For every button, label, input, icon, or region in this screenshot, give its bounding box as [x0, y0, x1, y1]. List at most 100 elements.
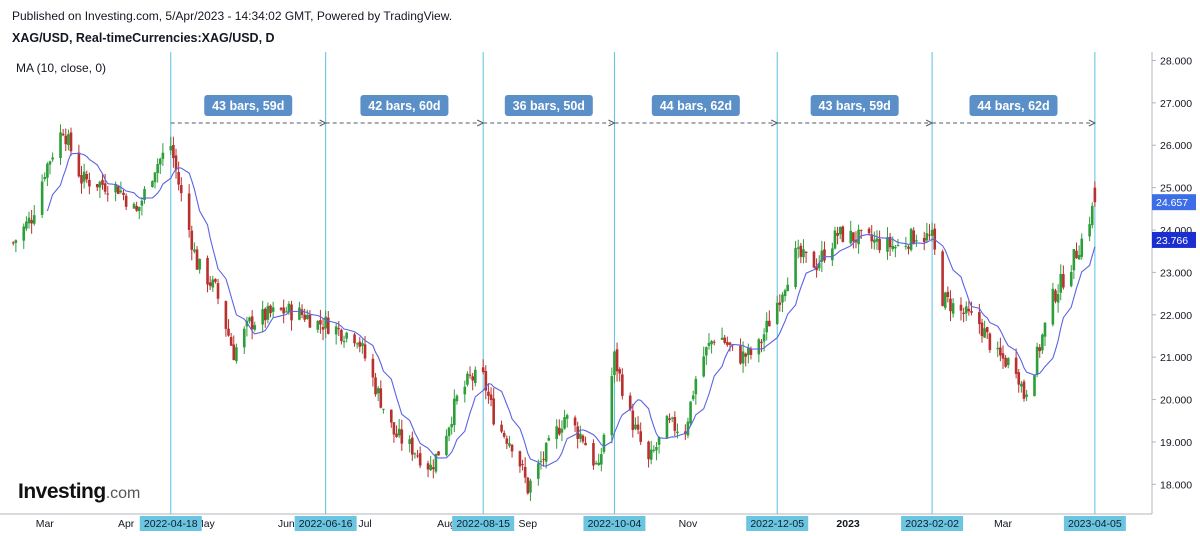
interval-badge: [204, 95, 293, 116]
candle-body: [781, 294, 784, 303]
candle-body: [610, 376, 614, 436]
candle-body: [1069, 272, 1073, 287]
interval-label: 43 bars, 59d: [212, 99, 284, 113]
candle-body: [647, 441, 650, 460]
candle-body: [959, 304, 963, 311]
candle-body: [214, 279, 217, 282]
candle-body: [151, 181, 154, 188]
candle-body: [676, 431, 679, 434]
candle-body: [573, 417, 577, 426]
candle-body: [802, 249, 805, 258]
candle-body: [1054, 290, 1057, 302]
time-tick-label: Nov: [679, 518, 698, 530]
candle-body: [392, 422, 396, 435]
candle-body: [909, 228, 913, 250]
candle-body: [395, 433, 398, 437]
candle-body: [502, 432, 506, 437]
candle-body: [749, 349, 753, 355]
price-tick-label: 18.000: [1160, 479, 1192, 491]
candle-body: [970, 311, 973, 313]
candle-body: [978, 312, 981, 325]
candle-body: [261, 309, 264, 325]
candle-body: [896, 245, 900, 247]
candle-body: [1035, 346, 1039, 375]
candle-body: [941, 251, 944, 306]
candle-body: [794, 248, 797, 288]
candle-body: [691, 395, 695, 400]
candle-body: [32, 215, 36, 224]
candle-body: [760, 341, 763, 344]
price-tick-label: 23.000: [1160, 267, 1192, 279]
interval-arrowhead: [1088, 119, 1096, 127]
candle-body: [689, 401, 692, 424]
time-tick-label: Mar: [994, 518, 1013, 530]
candle-body: [508, 443, 511, 446]
interval-label: 44 bars, 62d: [660, 99, 732, 113]
time-axis: Mar Apr May Jun Jul Aug Sep Nov 2023 Mar2022-04-1…: [0, 513, 1152, 531]
candle-body: [334, 326, 338, 335]
price-tick-label: 19.000: [1160, 437, 1192, 449]
symbol-title: XAG/USD, Real-timeCurrencies:XAG/USD, D: [12, 31, 275, 45]
candle-body: [765, 320, 769, 333]
time-tick-label: Jun: [278, 518, 295, 530]
investing-logo: Investing.com: [18, 480, 140, 504]
candle-body: [82, 171, 86, 182]
candle-body: [248, 317, 251, 322]
candle-body: [518, 451, 522, 467]
ma-indicator-label[interactable]: MA (10, close, 0): [16, 61, 107, 75]
candle-body: [705, 347, 708, 356]
candle-body: [116, 186, 120, 194]
candle-body: [25, 221, 28, 229]
candle-body: [539, 460, 543, 463]
candle-body: [124, 195, 128, 207]
candle-body: [371, 358, 375, 378]
candle-body: [468, 374, 472, 376]
candle-body: [101, 179, 104, 185]
candle-body: [870, 234, 874, 242]
candle-body: [51, 157, 54, 160]
candle-body: [852, 232, 855, 242]
date-marker-tag: [139, 516, 202, 531]
candle-body: [88, 179, 91, 187]
candle-body: [949, 298, 952, 312]
candle-body: [340, 329, 343, 342]
candle-body: [857, 229, 860, 245]
date-marker-label: 2022-08-15: [456, 518, 510, 530]
candle-body: [762, 334, 766, 342]
candle-body: [565, 415, 569, 419]
candle-body: [400, 429, 404, 444]
candle-body: [999, 347, 1002, 356]
candle-body: [928, 234, 931, 236]
candle-body: [279, 307, 283, 310]
candle-body: [723, 337, 727, 343]
logo-suffix: .com: [105, 485, 141, 502]
candle-body: [471, 376, 474, 381]
interval-label: 43 bars, 59d: [819, 99, 891, 113]
candle-body: [613, 351, 616, 376]
interval-label: 44 bars, 62d: [977, 99, 1049, 113]
candle-body: [169, 146, 173, 151]
candle-body: [618, 369, 621, 374]
candle-body: [823, 249, 826, 261]
candle-body: [122, 192, 125, 196]
candle-body: [542, 458, 545, 460]
candle-body: [728, 342, 732, 345]
candle-body: [775, 302, 779, 325]
price-axis: 28.00027.00026.00025.00024.00023.00022.0…: [1151, 52, 1196, 514]
interval-badge: [360, 95, 449, 116]
candle-body: [161, 152, 165, 159]
candle-body: [300, 309, 304, 315]
candle-body: [114, 183, 117, 193]
interval-badge: [969, 95, 1058, 116]
candle-body: [812, 251, 816, 268]
candle-body: [873, 239, 876, 243]
candle-body: [455, 395, 459, 402]
candle-body: [374, 377, 377, 395]
candle-body: [361, 343, 364, 346]
candle-body: [326, 317, 330, 334]
candle-body: [284, 311, 288, 313]
candle-body: [951, 303, 955, 314]
candle-body: [158, 158, 162, 165]
candle-body: [140, 200, 144, 206]
